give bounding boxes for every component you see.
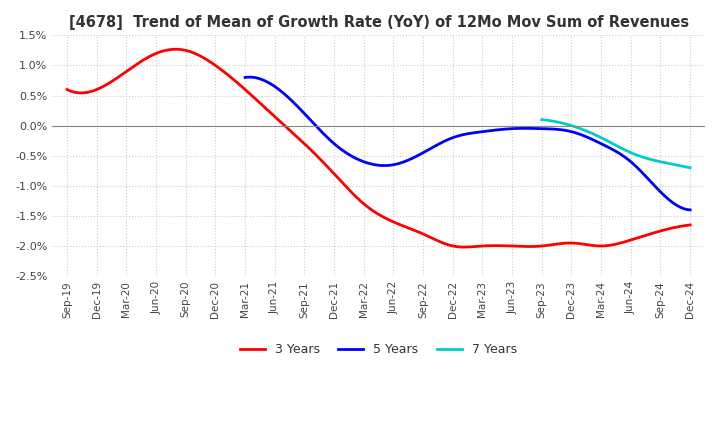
5 Years: [505, 126, 514, 132]
3 Years: [433, 238, 442, 243]
7 Years: [686, 165, 695, 170]
5 Years: [515, 126, 523, 131]
7 Years: [662, 161, 671, 166]
5 Years: [507, 126, 516, 131]
7 Years: [625, 150, 634, 155]
3 Years: [436, 239, 444, 245]
5 Years: [617, 152, 626, 158]
Legend: 3 Years, 5 Years, 7 Years: 3 Years, 5 Years, 7 Years: [235, 338, 523, 361]
Title: [4678]  Trend of Mean of Growth Rate (YoY) of 12Mo Mov Sum of Revenues: [4678] Trend of Mean of Growth Rate (YoY…: [68, 15, 689, 30]
7 Years: [538, 117, 546, 122]
7 Years: [538, 117, 546, 122]
3 Years: [63, 87, 71, 92]
5 Years: [646, 178, 654, 183]
3 Years: [592, 243, 600, 249]
Line: 3 Years: 3 Years: [67, 49, 690, 247]
3 Years: [461, 245, 469, 250]
Line: 5 Years: 5 Years: [245, 77, 690, 210]
7 Years: [672, 162, 680, 168]
7 Years: [629, 151, 637, 156]
3 Years: [446, 243, 455, 248]
5 Years: [246, 74, 254, 80]
3 Years: [171, 47, 180, 52]
5 Years: [240, 75, 249, 80]
3 Years: [65, 88, 73, 93]
Line: 7 Years: 7 Years: [542, 120, 690, 168]
5 Years: [686, 207, 695, 213]
3 Years: [686, 222, 695, 227]
5 Years: [242, 75, 251, 80]
7 Years: [626, 150, 634, 155]
3 Years: [631, 236, 640, 241]
